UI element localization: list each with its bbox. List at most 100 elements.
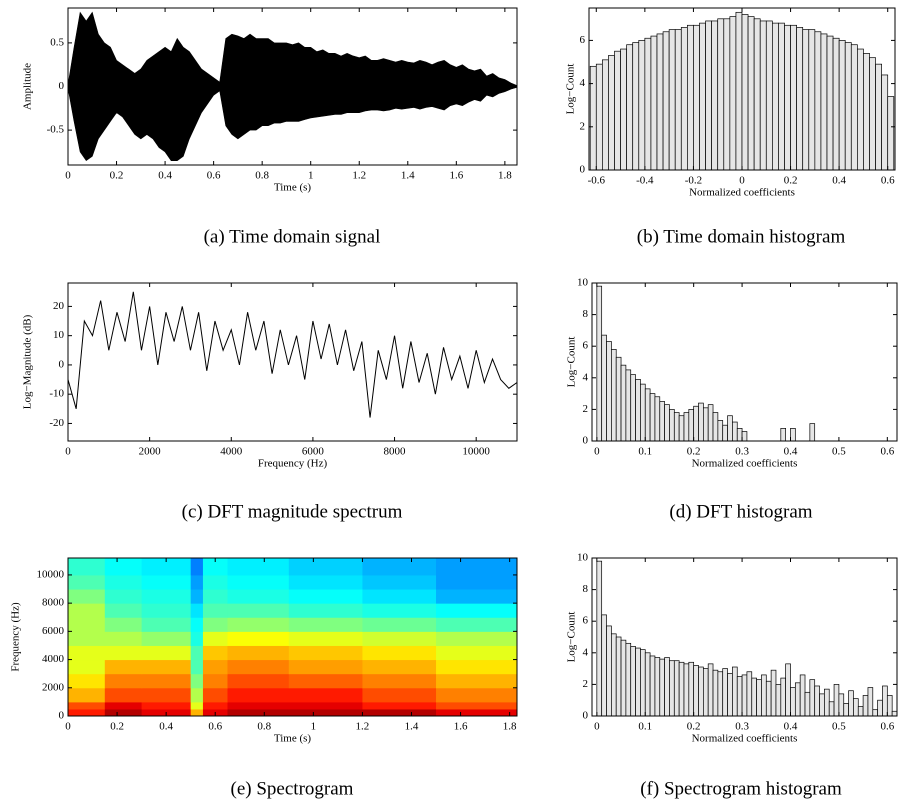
histogram-bar [693, 24, 700, 170]
x-axis-label: Normalized coefficients [692, 733, 798, 745]
heatmap-cell [436, 631, 517, 646]
heatmap-cell [141, 701, 192, 710]
histogram-bar [877, 699, 883, 716]
histogram-bar [826, 35, 834, 170]
y-tick-label: 2000 [42, 681, 65, 693]
histogram-bar [833, 684, 840, 716]
histogram-bar [705, 20, 712, 170]
y-tick-label: 0 [580, 164, 586, 176]
histogram-bar [678, 415, 685, 441]
x-tick-label: 1.6 [454, 721, 468, 733]
heatmap-cell [202, 617, 228, 632]
x-tick-label: 1.8 [503, 721, 517, 733]
heatmap-cell [436, 708, 517, 716]
x-axis-label: Normalized coefficients [692, 458, 798, 470]
y-tick-label: 8 [583, 308, 589, 320]
axes-frame [67, 282, 518, 442]
x-tick-label: 0.2 [110, 721, 124, 733]
histogram-bar [853, 698, 859, 716]
caption: (f) Spectrogram histogram [640, 778, 842, 799]
heatmap-cell [190, 589, 204, 604]
histogram-bar [809, 679, 816, 716]
histogram-bar [699, 22, 706, 170]
histogram-bar [712, 412, 719, 441]
histogram-bar [702, 407, 709, 441]
x-tick-label: 0.6 [880, 721, 894, 733]
histogram-bar [838, 40, 846, 170]
histogram-bar [785, 663, 791, 716]
histogram-bar [746, 671, 753, 716]
x-tick-label: 1 [308, 170, 314, 182]
heatmap-cell [288, 631, 363, 646]
histogram-bar [683, 412, 690, 441]
histogram-bar [644, 37, 652, 170]
heatmap-cell [288, 617, 363, 632]
heatmap-cell [288, 603, 363, 618]
heatmap-cell [141, 574, 192, 590]
x-tick-label: -0.2 [685, 175, 702, 187]
y-tick-label: 2 [583, 678, 589, 690]
caption: (c) DFT magnitude spectrum [182, 501, 403, 522]
histogram-bar [735, 11, 743, 170]
histogram-bar [673, 660, 680, 716]
histogram-bar [832, 37, 840, 170]
histogram-bar [814, 685, 820, 716]
histogram-bar [615, 356, 622, 441]
heatmap-cell [141, 673, 192, 689]
heatmap-cell [68, 659, 106, 675]
histogram-bar [664, 404, 670, 441]
heatmap-cell [104, 645, 143, 661]
histogram-bar [707, 404, 714, 441]
heatmap-cell [362, 617, 437, 632]
plot-area [589, 11, 895, 170]
histogram-bar [891, 710, 897, 716]
y-axis-label: Frequency (Hz) [10, 602, 22, 672]
plot-area [596, 560, 897, 716]
heatmap-cell [436, 645, 517, 661]
heatmap-cell [227, 659, 290, 675]
heatmap-cell [202, 701, 228, 710]
x-tick-label: 0.8 [255, 170, 269, 182]
histogram-bar [848, 690, 854, 716]
histogram-bar [669, 660, 675, 716]
y-tick-label: 0 [59, 710, 65, 722]
histogram-bar [711, 20, 719, 170]
x-axis-label: Time (s) [274, 182, 312, 194]
histogram-bar [722, 424, 728, 441]
plot-area [68, 11, 517, 162]
histogram-bar [601, 614, 607, 716]
histogram-bar [611, 349, 617, 441]
histogram-bar [741, 14, 749, 170]
histogram-bar [790, 24, 797, 170]
histogram-bar [659, 658, 665, 716]
heatmap-cell [436, 558, 517, 576]
x-tick-label: 1 [311, 721, 317, 733]
heatmap-cell [436, 701, 517, 710]
histogram-bar [820, 33, 828, 170]
heatmap-cell [190, 687, 204, 703]
x-tick-label: 0.5 [832, 446, 846, 458]
x-tick-label: 0.6 [207, 170, 221, 182]
histogram-bar [688, 409, 695, 441]
histogram-bar [828, 701, 835, 716]
histogram-bar [717, 420, 724, 441]
histogram-bar [680, 27, 688, 170]
histogram-bar [632, 42, 640, 170]
histogram-bar [654, 396, 661, 441]
heatmap-cell [288, 574, 363, 590]
histogram-bar [625, 642, 632, 716]
y-tick-label: 10000 [37, 568, 65, 580]
histogram-bar [802, 29, 810, 170]
histogram-bar [688, 661, 695, 716]
histogram-bar [741, 674, 748, 716]
heatmap-cell [362, 673, 437, 689]
heatmap-cell [362, 687, 437, 703]
heatmap-cell [68, 701, 106, 710]
heatmap-cell [202, 687, 228, 703]
heatmap-cell [362, 589, 437, 604]
x-tick-label: 0 [65, 446, 71, 458]
histogram-bar [882, 685, 888, 716]
caption: (b) Time domain histogram [637, 226, 846, 247]
heatmap-cell [227, 574, 290, 590]
x-tick-label: 0.6 [208, 721, 222, 733]
